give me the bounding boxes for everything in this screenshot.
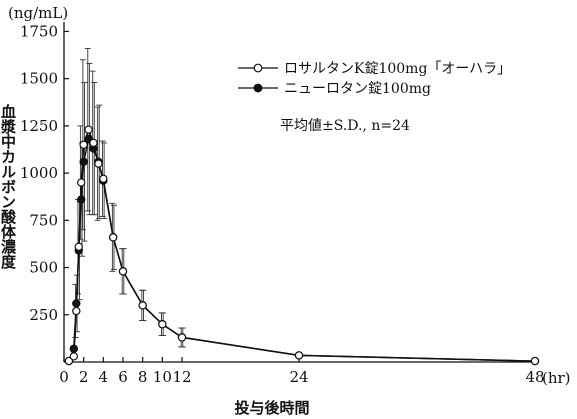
data-point-open	[294, 351, 304, 360]
data-point-open	[79, 140, 88, 149]
x-tick-label: 10	[153, 368, 172, 386]
x-tick-label: 24	[289, 368, 308, 386]
y-axis-title: 血漿中カルボン酸体濃度	[0, 103, 17, 270]
data-point-open	[72, 306, 81, 316]
x-tick-label: 48	[525, 368, 544, 386]
x-unit-label: (hr)	[542, 369, 571, 387]
y-unit-label: (ng/mL)	[8, 4, 68, 22]
y-tick-label: 1000	[20, 164, 58, 182]
data-point-open	[64, 356, 74, 366]
y-tick-label: 500	[29, 259, 58, 277]
stats-annotation: 平均値±S.D., n=24	[280, 118, 410, 134]
data-point-open	[138, 301, 147, 310]
data-point-open	[177, 333, 187, 342]
x-tick-label: 6	[118, 368, 128, 386]
y-tick-label: 250	[29, 306, 58, 324]
x-tick-label: 2	[79, 368, 89, 386]
data-point-open	[69, 352, 79, 361]
x-tick-label: 8	[138, 368, 148, 386]
series-line-newlotan	[68, 136, 536, 362]
data-point-open	[118, 267, 128, 276]
error-bars	[72, 47, 186, 348]
x-axis-title: 投与後時間	[234, 399, 309, 417]
data-point-open	[530, 356, 540, 366]
data-point-open	[108, 233, 118, 242]
data-point-filled	[79, 157, 88, 166]
y-tick-label: 1250	[20, 117, 58, 135]
data-point-filled	[69, 344, 79, 353]
series-lines	[68, 127, 536, 362]
data-point-open	[77, 178, 86, 187]
data-point-filled	[77, 195, 86, 204]
x-tick-label: 12	[172, 368, 191, 386]
data-point-filled	[72, 299, 81, 308]
series-markers	[64, 125, 540, 366]
legend-marker-filled	[253, 83, 263, 93]
data-point-open	[74, 242, 83, 251]
x-tick-label: 4	[99, 368, 109, 386]
data-point-open	[158, 320, 167, 329]
data-point-open	[84, 125, 93, 134]
legend-marker-open	[253, 63, 263, 73]
data-point-open	[94, 159, 103, 168]
data-point-open	[89, 138, 98, 148]
legend-label: ロサルタンK錠100mg「オーハラ」	[284, 61, 511, 77]
y-tick-label: 750	[29, 211, 58, 229]
legend: ロサルタンK錠100mg「オーハラ」ニューロタン錠100mg	[238, 61, 511, 97]
y-tick-label: 1750	[20, 22, 58, 40]
x-tick-label: 0	[59, 368, 69, 386]
series-line-losartan-ohara	[68, 127, 536, 362]
data-point-open	[99, 174, 108, 183]
y-tick-label: 1500	[20, 70, 58, 88]
legend-label: ニューロタン錠100mg	[284, 81, 431, 97]
